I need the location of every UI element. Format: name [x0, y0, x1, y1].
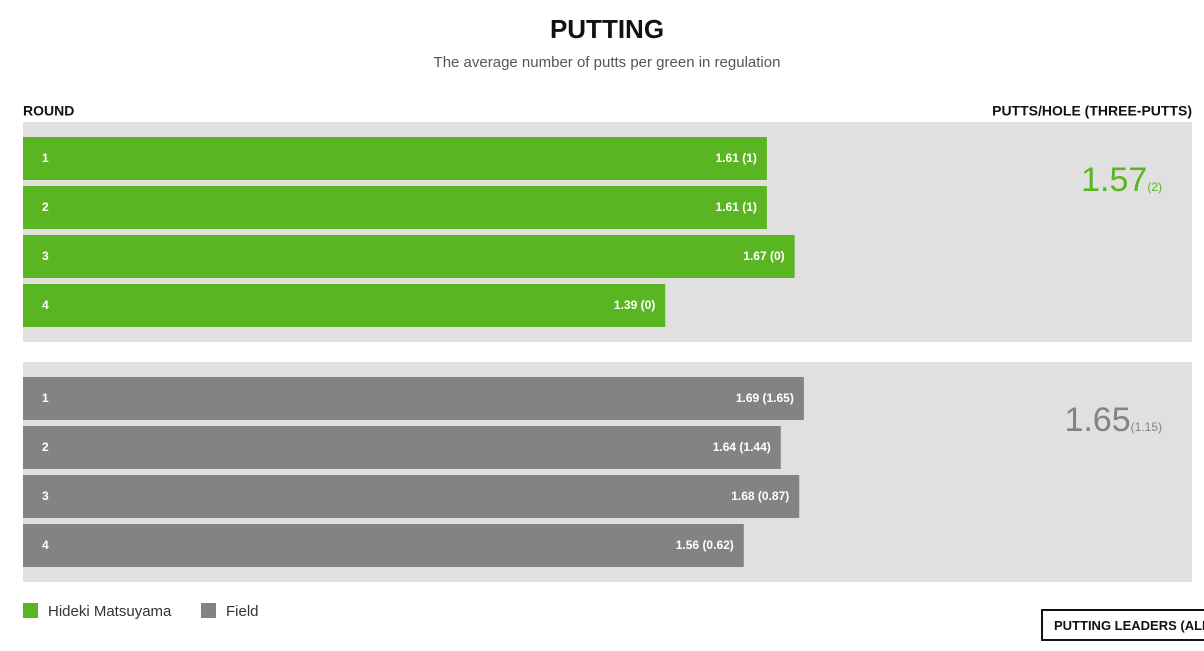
- value-label: 1.68 (0.87): [731, 489, 789, 503]
- bar: [23, 524, 744, 567]
- bar: [23, 475, 800, 518]
- value-label: 1.64 (1.44): [713, 440, 771, 454]
- bar: [23, 137, 767, 180]
- round-label: 3: [42, 489, 49, 503]
- value-label: 1.67 (0): [743, 249, 784, 263]
- bar: [23, 186, 767, 229]
- value-label: 1.69 (1.65): [736, 391, 794, 405]
- round-label: 2: [42, 200, 49, 214]
- summary-value: 1.65: [1064, 401, 1130, 439]
- chart-title: PUTTING: [550, 14, 664, 44]
- round-label: 1: [42, 151, 49, 165]
- round-label: 4: [42, 538, 49, 552]
- bar: [23, 235, 795, 278]
- value-header: PUTTS/HOLE (THREE-PUTTS): [992, 103, 1192, 119]
- round-label: 2: [42, 440, 49, 454]
- summary: 1.57(2): [1081, 161, 1162, 199]
- chart-subtitle: The average number of putts per green in…: [434, 54, 781, 71]
- bar: [23, 377, 804, 420]
- legend-label: Hideki Matsuyama: [48, 603, 172, 620]
- summary-detail: (2): [1147, 180, 1162, 194]
- round-label: 1: [42, 391, 49, 405]
- summary-detail: (1.15): [1131, 420, 1162, 434]
- value-label: 1.56 (0.62): [676, 538, 734, 552]
- legend-label: Field: [226, 603, 259, 620]
- value-label: 1.39 (0): [614, 298, 655, 312]
- bar: [23, 426, 781, 469]
- leaders-button[interactable]: PUTTING LEADERS (ALL ROUNDS): [1041, 609, 1204, 641]
- legend-swatch: [23, 603, 38, 618]
- round-label: 4: [42, 298, 49, 312]
- value-label: 1.61 (1): [716, 200, 757, 214]
- bar: [23, 284, 666, 327]
- category-header: ROUND: [23, 103, 74, 119]
- value-label: 1.61 (1): [716, 151, 757, 165]
- summary-value: 1.57: [1081, 161, 1147, 199]
- round-label: 3: [42, 249, 49, 263]
- summary: 1.65(1.15): [1064, 401, 1162, 439]
- legend-swatch: [201, 603, 216, 618]
